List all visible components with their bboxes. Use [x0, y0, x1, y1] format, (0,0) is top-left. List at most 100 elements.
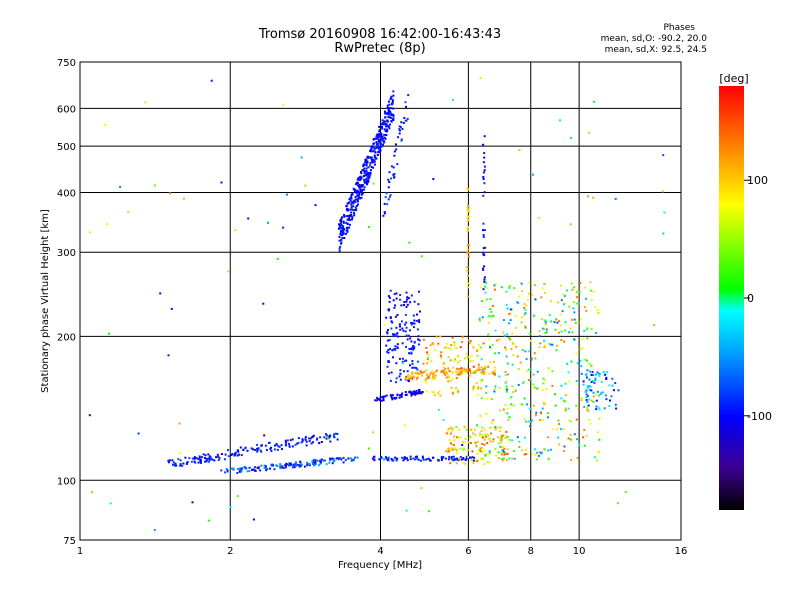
data-point [483, 438, 486, 441]
data-point [387, 186, 390, 189]
data-point [269, 447, 272, 450]
data-point [506, 333, 509, 336]
data-point [525, 420, 528, 423]
data-point [452, 444, 455, 447]
data-point [388, 103, 391, 106]
data-point [426, 377, 429, 380]
data-point [427, 376, 430, 379]
data-point [293, 466, 296, 469]
data-point [301, 439, 304, 442]
data-point [585, 373, 588, 376]
data-point [395, 459, 398, 462]
data-point [472, 346, 475, 349]
data-point [415, 389, 418, 392]
data-point [411, 379, 413, 381]
data-point [345, 221, 348, 224]
data-point [585, 407, 588, 410]
data-point [472, 360, 475, 363]
data-point [557, 419, 560, 422]
data-point [586, 359, 588, 362]
data-point [363, 186, 366, 189]
data-point [575, 379, 578, 382]
data-point [456, 370, 459, 373]
data-point [531, 419, 534, 422]
data-point [500, 436, 503, 439]
data-point [224, 453, 227, 456]
data-point [248, 466, 251, 469]
data-point [578, 290, 581, 293]
data-point [391, 103, 393, 106]
data-point [547, 449, 550, 452]
data-point [242, 449, 245, 451]
data-point [467, 356, 470, 359]
data-point [349, 223, 351, 226]
data-point [236, 495, 239, 498]
data-point [389, 348, 391, 350]
data-point [534, 357, 537, 360]
data-point [389, 317, 392, 319]
data-point [312, 459, 315, 462]
data-point [220, 181, 223, 184]
data-point [202, 453, 205, 456]
data-point [609, 399, 611, 402]
data-point [464, 438, 467, 440]
data-point [501, 458, 504, 461]
data-point [611, 377, 614, 380]
data-point [525, 304, 528, 307]
data-point [569, 223, 572, 226]
data-point [470, 354, 473, 357]
data-point [530, 357, 533, 360]
data-point [238, 453, 240, 456]
data-point [374, 156, 377, 159]
data-point [207, 453, 210, 456]
data-point [429, 344, 432, 347]
data-point [352, 187, 355, 190]
data-point [425, 377, 427, 380]
data-point [443, 347, 446, 350]
data-point [387, 456, 390, 459]
data-point [451, 429, 454, 432]
data-point [483, 463, 486, 466]
data-point [298, 465, 301, 468]
data-point [575, 296, 578, 299]
data-point [589, 289, 592, 292]
data-point [403, 370, 405, 373]
data-point [481, 371, 484, 374]
data-point [385, 123, 388, 126]
data-point [384, 455, 387, 458]
data-point [420, 487, 423, 490]
data-point [300, 441, 303, 444]
data-point [577, 302, 580, 305]
data-point [389, 289, 392, 292]
data-point [416, 456, 418, 458]
data-point [564, 321, 567, 324]
data-point [453, 458, 456, 461]
data-point [466, 282, 469, 284]
data-point [570, 420, 573, 423]
data-point [505, 459, 508, 461]
data-point [483, 135, 486, 138]
data-point [409, 329, 411, 332]
data-point [426, 458, 429, 461]
data-point [395, 362, 398, 365]
data-point [381, 137, 384, 140]
data-point [367, 174, 370, 177]
data-point [188, 457, 191, 460]
data-point [339, 222, 342, 225]
data-point [429, 459, 432, 462]
data-point [483, 229, 486, 232]
data-point [368, 176, 371, 179]
data-point [539, 412, 542, 415]
data-point [569, 433, 572, 436]
data-point [357, 200, 359, 203]
data-point [405, 300, 408, 303]
data-point [355, 181, 358, 184]
data-point [395, 326, 398, 329]
data-point [227, 449, 229, 452]
x-tick-label: 4 [377, 546, 383, 557]
data-point [435, 335, 438, 338]
data-point [385, 130, 388, 133]
data-point [463, 462, 466, 465]
data-point [195, 457, 198, 460]
data-point [340, 242, 342, 245]
